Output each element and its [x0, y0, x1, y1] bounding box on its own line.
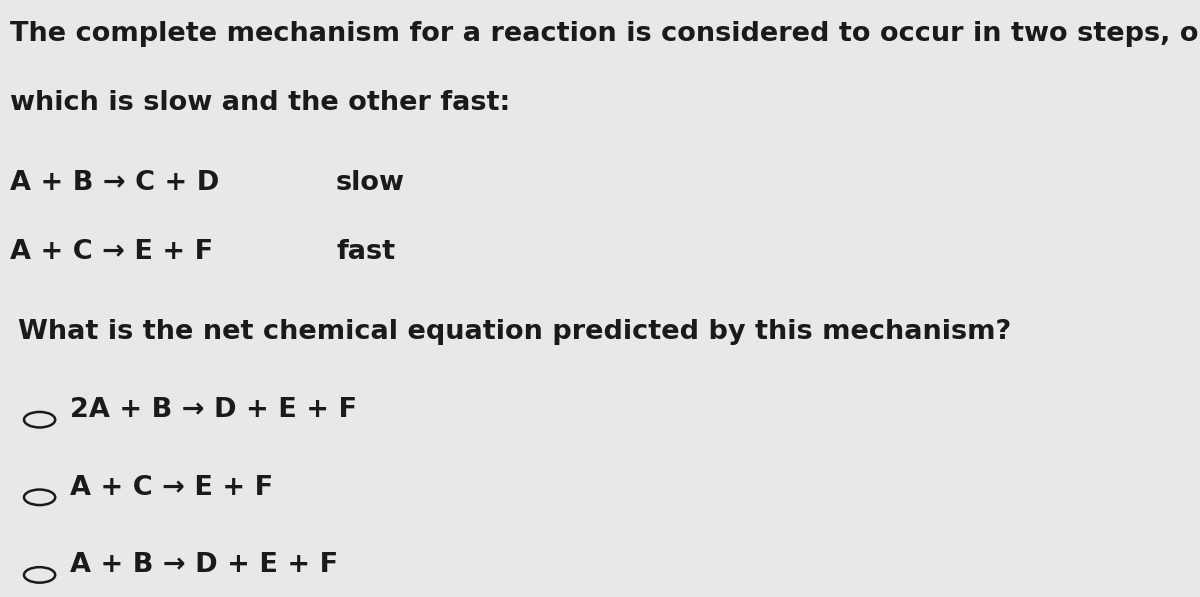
Text: slow: slow	[336, 170, 406, 196]
Text: fast: fast	[336, 239, 395, 265]
Text: What is the net chemical equation predicted by this mechanism?: What is the net chemical equation predic…	[18, 319, 1012, 346]
Text: A + B → D + E + F: A + B → D + E + F	[70, 552, 337, 578]
Text: A + C → E + F: A + C → E + F	[10, 239, 212, 265]
Text: which is slow and the other fast:: which is slow and the other fast:	[10, 90, 510, 116]
Text: The complete mechanism for a reaction is considered to occur in two steps, one o: The complete mechanism for a reaction is…	[10, 21, 1200, 47]
Text: 2A + B → D + E + F: 2A + B → D + E + F	[70, 397, 356, 423]
Text: A + B → C + D: A + B → C + D	[10, 170, 218, 196]
Text: A + C → E + F: A + C → E + F	[70, 475, 272, 501]
